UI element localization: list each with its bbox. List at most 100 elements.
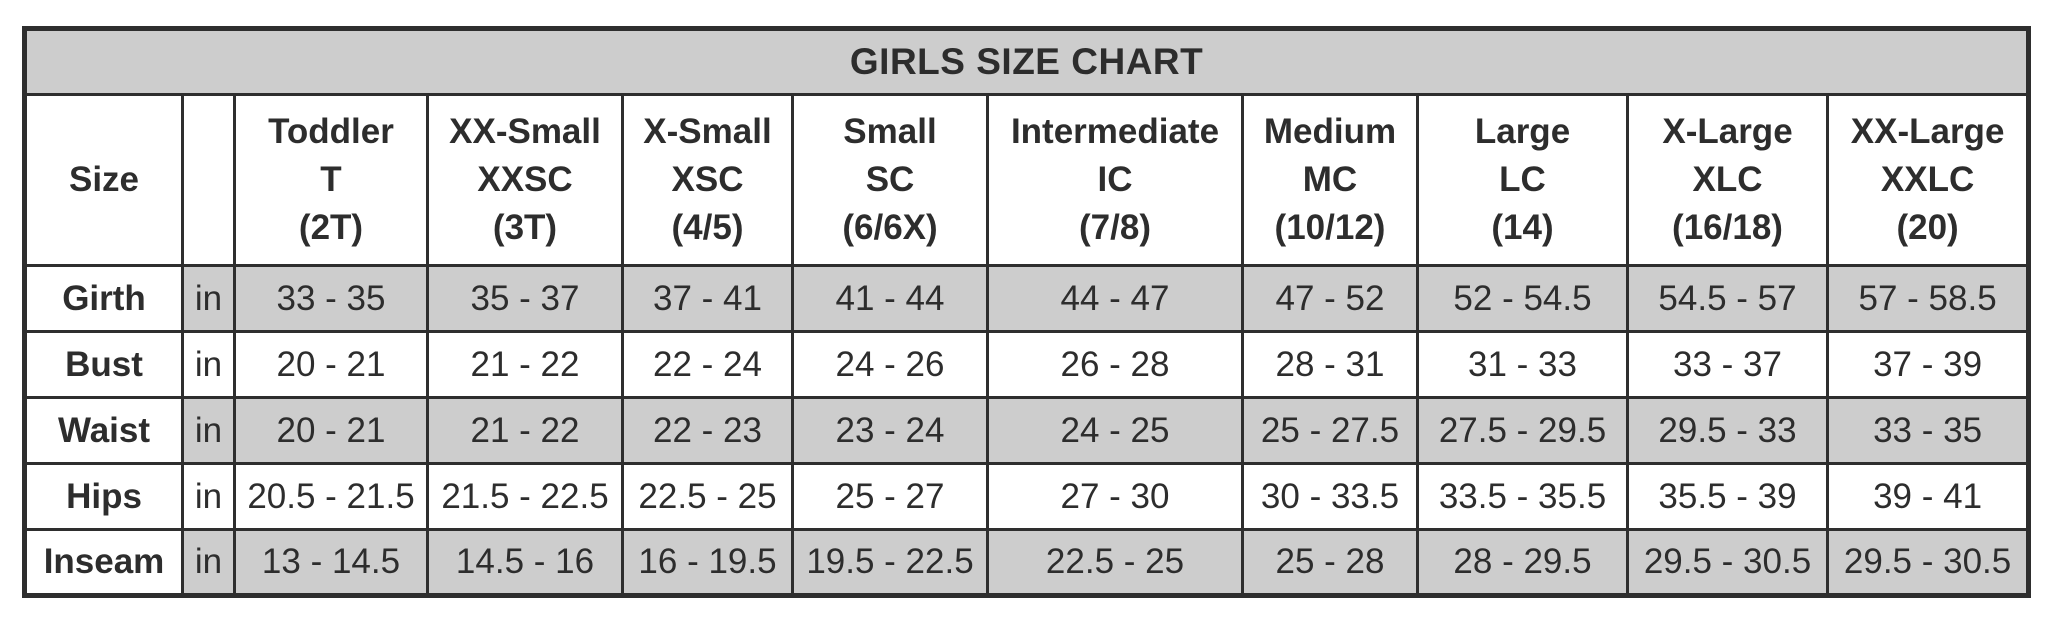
value-cell: 28 - 29.5	[1416, 528, 1629, 597]
unit-cell: in	[181, 528, 236, 597]
column-name: Intermediate	[1010, 111, 1220, 151]
value-cell: 22.5 - 25	[621, 462, 794, 531]
value-cell: 13 - 14.5	[233, 528, 429, 597]
table-row-waist: Waist in 20 - 21 21 - 22 22 - 23 23 - 24…	[23, 396, 2031, 465]
unit-cell: in	[181, 462, 236, 531]
column-range: (2T)	[298, 208, 364, 248]
value-cell: 54.5 - 57	[1626, 264, 1829, 333]
column-code: MC	[1302, 159, 1358, 199]
column-header-intermediate: Intermediate IC (7/8)	[986, 93, 1244, 267]
value-cell: 37 - 41	[621, 264, 794, 333]
column-name: Large	[1474, 111, 1571, 151]
table-row-bust: Bust in 20 - 21 21 - 22 22 - 24 24 - 26 …	[23, 330, 2031, 399]
girls-size-chart: GIRLS SIZE CHART Size Toddler T (2T) XX-…	[22, 26, 2032, 598]
column-header-xx-large: XX-Large XXLC (20)	[1825, 93, 2031, 267]
value-cell: 22 - 23	[621, 396, 794, 465]
column-range: (3T)	[492, 208, 558, 248]
column-name: Small	[843, 111, 937, 151]
unit-cell: in	[181, 264, 236, 333]
unit-column-header	[181, 93, 236, 267]
value-cell: 25 - 27	[791, 462, 989, 531]
column-code: SC	[865, 159, 915, 199]
value-cell: 52 - 54.5	[1416, 264, 1629, 333]
column-range: (16/18)	[1672, 208, 1783, 248]
value-cell: 29.5 - 30.5	[1825, 528, 2031, 597]
value-cell: 39 - 41	[1825, 462, 2031, 531]
column-header-large: Large LC (14)	[1416, 93, 1629, 267]
value-cell: 33 - 35	[233, 264, 429, 333]
unit-cell: in	[181, 396, 236, 465]
column-code: XXLC	[1880, 159, 1975, 199]
value-cell: 22 - 24	[621, 330, 794, 399]
column-range: (6/6X)	[842, 208, 938, 248]
row-label: Waist	[23, 396, 184, 465]
column-code: T	[320, 159, 342, 199]
value-cell: 33 - 35	[1825, 396, 2031, 465]
value-cell: 21 - 22	[426, 330, 624, 399]
column-code: XSC	[671, 159, 744, 199]
table-title-row: GIRLS SIZE CHART	[22, 27, 2031, 96]
value-cell: 47 - 52	[1241, 264, 1419, 333]
column-code: IC	[1097, 159, 1133, 199]
value-cell: 20 - 21	[233, 330, 429, 399]
column-range: (4/5)	[671, 208, 744, 248]
value-cell: 33.5 - 35.5	[1416, 462, 1629, 531]
table-row-girth: Girth in 33 - 35 35 - 37 37 - 41 41 - 44…	[23, 264, 2031, 333]
row-label: Girth	[23, 264, 184, 333]
column-name: X-Large	[1662, 111, 1793, 151]
value-cell: 23 - 24	[791, 396, 989, 465]
column-range: (14)	[1491, 208, 1554, 248]
column-header-small: Small SC (6/6X)	[791, 93, 989, 267]
value-cell: 31 - 33	[1416, 330, 1629, 399]
value-cell: 20.5 - 21.5	[233, 462, 429, 531]
table-row-inseam: Inseam in 13 - 14.5 14.5 - 16 16 - 19.5 …	[23, 528, 2031, 597]
size-corner-header: Size	[23, 93, 184, 267]
value-cell: 24 - 26	[791, 330, 989, 399]
value-cell: 21 - 22	[426, 396, 624, 465]
value-cell: 22.5 - 25	[986, 528, 1244, 597]
value-cell: 35 - 37	[426, 264, 624, 333]
column-range: (7/8)	[1079, 208, 1151, 248]
column-range: (20)	[1896, 208, 1959, 248]
row-label: Hips	[23, 462, 184, 531]
column-header-x-large: X-Large XLC (16/18)	[1626, 93, 1829, 267]
column-code: XXSC	[477, 159, 573, 199]
value-cell: 30 - 33.5	[1241, 462, 1419, 531]
table-row-hips: Hips in 20.5 - 21.5 21.5 - 22.5 22.5 - 2…	[23, 462, 2031, 531]
chart-title: GIRLS SIZE CHART	[22, 27, 2031, 96]
column-name: Medium	[1263, 111, 1397, 151]
column-range: (10/12)	[1274, 208, 1386, 248]
value-cell: 28 - 31	[1241, 330, 1419, 399]
table-header-row: Size Toddler T (2T) XX-Small XXSC (3T) X…	[23, 93, 2031, 267]
value-cell: 57 - 58.5	[1825, 264, 2031, 333]
value-cell: 35.5 - 39	[1626, 462, 1829, 531]
value-cell: 16 - 19.5	[621, 528, 794, 597]
row-label: Bust	[23, 330, 184, 399]
column-code: LC	[1499, 159, 1546, 199]
value-cell: 25 - 28	[1241, 528, 1419, 597]
column-name: X-Small	[643, 111, 772, 151]
unit-cell: in	[181, 330, 236, 399]
column-name: Toddler	[268, 111, 394, 151]
value-cell: 44 - 47	[986, 264, 1244, 333]
value-cell: 27 - 30	[986, 462, 1244, 531]
value-cell: 29.5 - 30.5	[1626, 528, 1829, 597]
column-name: XX-Large	[1850, 111, 2005, 151]
column-code: XLC	[1692, 159, 1763, 199]
value-cell: 29.5 - 33	[1626, 396, 1829, 465]
value-cell: 20 - 21	[233, 396, 429, 465]
value-cell: 19.5 - 22.5	[791, 528, 989, 597]
value-cell: 21.5 - 22.5	[426, 462, 624, 531]
value-cell: 26 - 28	[986, 330, 1244, 399]
value-cell: 27.5 - 29.5	[1416, 396, 1629, 465]
value-cell: 24 - 25	[986, 396, 1244, 465]
value-cell: 25 - 27.5	[1241, 396, 1419, 465]
value-cell: 14.5 - 16	[426, 528, 624, 597]
column-header-x-small: X-Small XSC (4/5)	[621, 93, 794, 267]
value-cell: 33 - 37	[1626, 330, 1829, 399]
row-label: Inseam	[23, 528, 184, 597]
column-name: XX-Small	[449, 111, 601, 151]
value-cell: 37 - 39	[1825, 330, 2031, 399]
column-header-toddler: Toddler T (2T)	[233, 93, 429, 267]
column-header-medium: Medium MC (10/12)	[1241, 93, 1419, 267]
